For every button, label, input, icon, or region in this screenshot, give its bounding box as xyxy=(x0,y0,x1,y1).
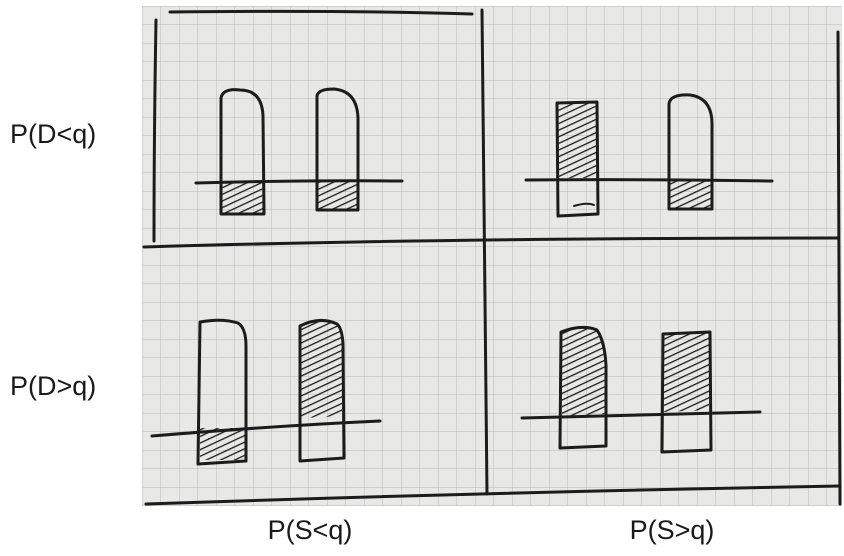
bl-baseline xyxy=(150,419,382,438)
tl-bar-1 xyxy=(219,88,266,216)
frame-top-edge xyxy=(168,9,474,16)
tr-bar-1 xyxy=(555,100,600,218)
br-baseline xyxy=(520,410,762,420)
frame-right-edge xyxy=(836,30,842,506)
bl-bar-2 xyxy=(298,319,346,463)
tl-bar-2 xyxy=(315,87,360,212)
grid-lines xyxy=(142,6,842,506)
divider-horizontal xyxy=(142,236,840,249)
grid-paper-sketch xyxy=(142,6,842,506)
frame-bottom-edge xyxy=(144,484,842,506)
row-label-d-greater-q: P(D>q) xyxy=(10,371,97,401)
tr-bar-2 xyxy=(667,93,714,211)
frame-left-edge xyxy=(152,18,158,243)
row-label-d-less-q: P(D<q) xyxy=(10,119,97,149)
bl-bar-1 xyxy=(196,318,248,466)
divider-vertical xyxy=(480,8,489,496)
col-label-s-greater-q: P(S>q) xyxy=(629,515,715,545)
br-bar-2 xyxy=(660,330,713,454)
br-bar-1 xyxy=(558,325,608,450)
tr-baseline xyxy=(524,178,774,183)
col-label-s-less-q: P(S<q) xyxy=(267,515,353,545)
